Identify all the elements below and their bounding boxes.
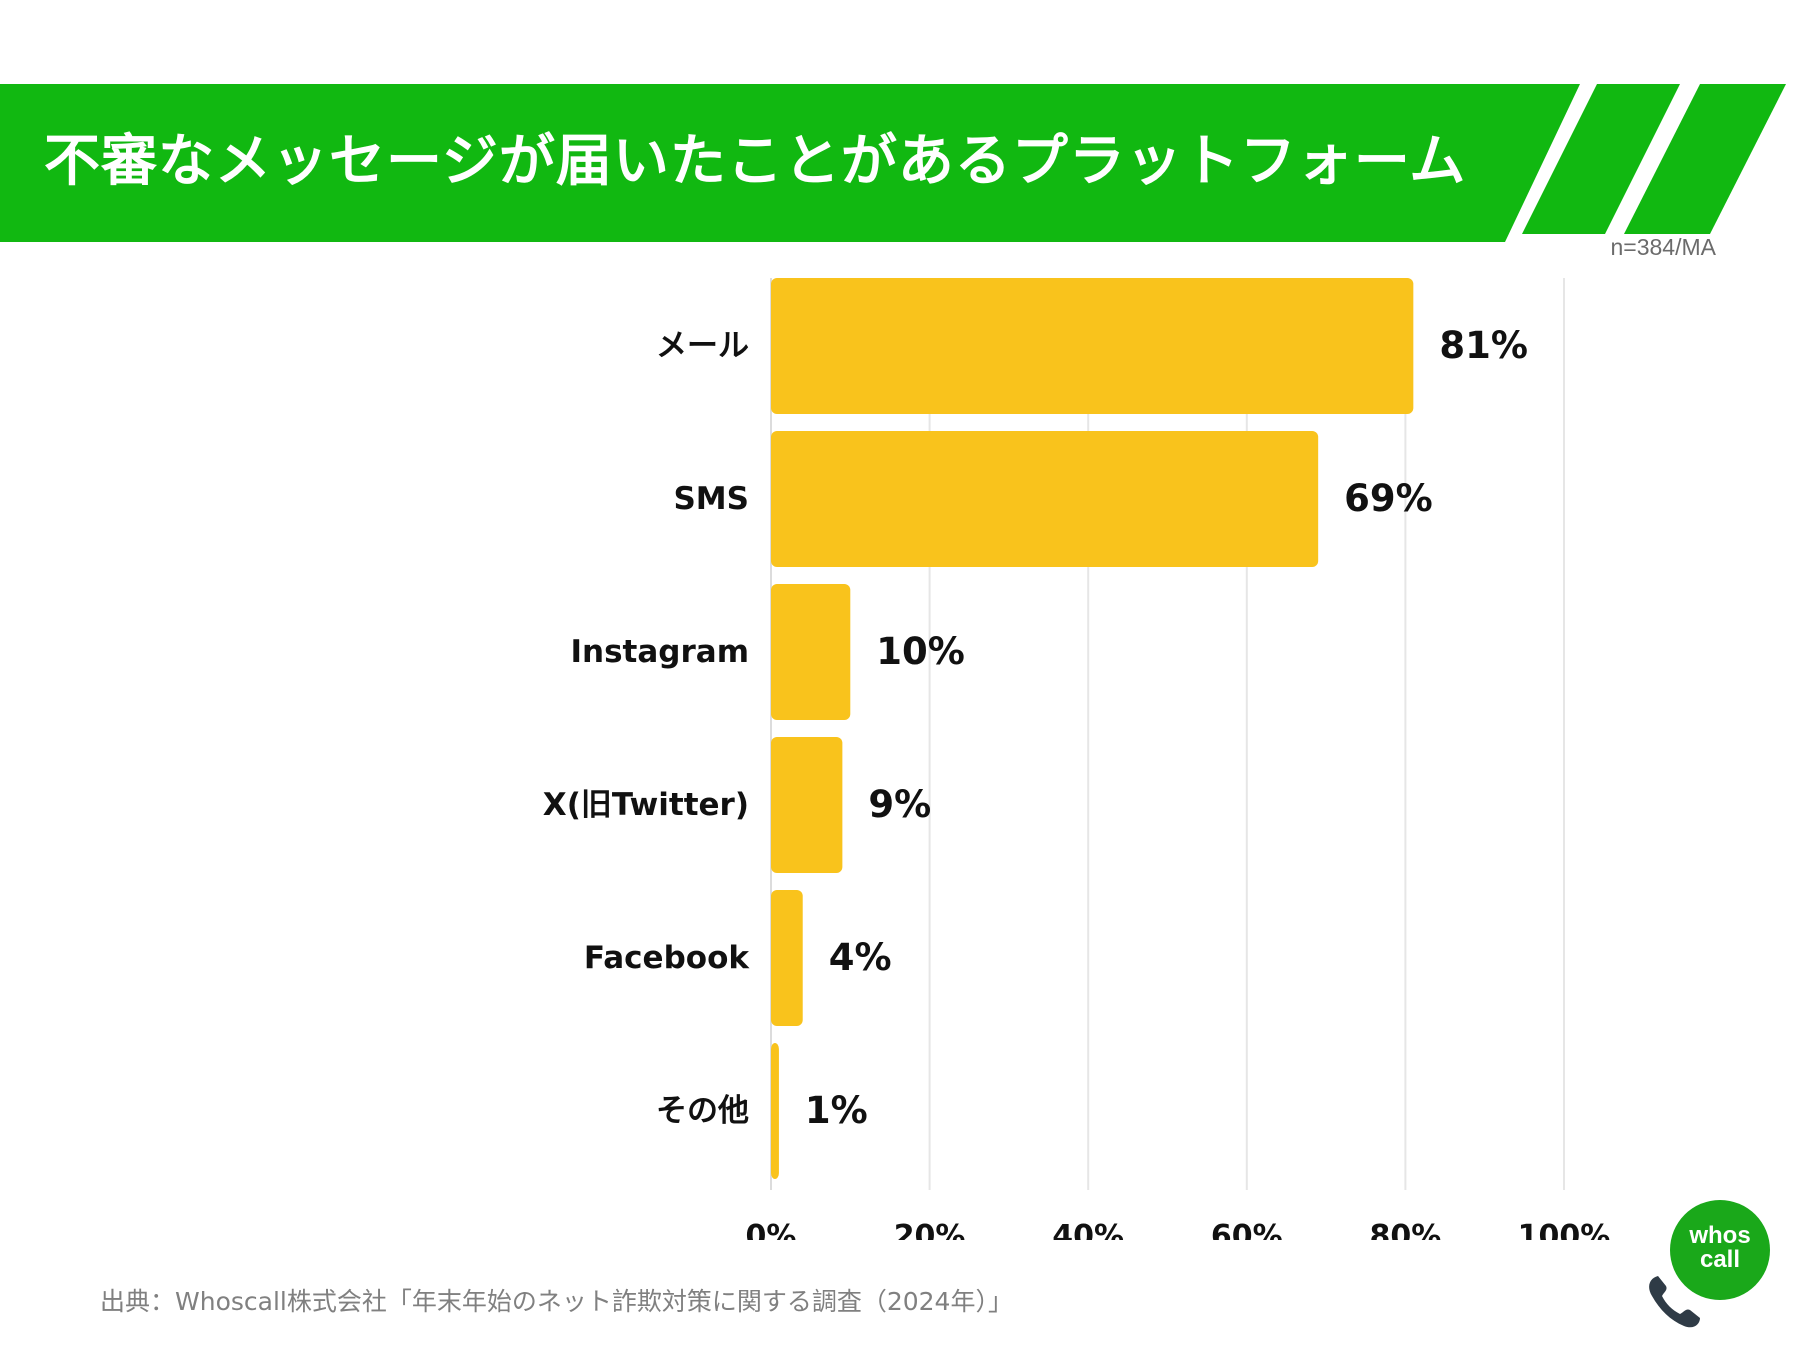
- x-tick-label: 80%: [1369, 1219, 1441, 1240]
- logo-text-whos: whos: [1689, 1222, 1751, 1249]
- category-label: Facebook: [584, 940, 750, 976]
- banner-stripe: [1522, 84, 1680, 234]
- banner-stripe: [1624, 84, 1786, 234]
- category-label: SMS: [673, 481, 749, 517]
- x-tick-label: 60%: [1211, 1219, 1283, 1240]
- category-label: メール: [656, 328, 749, 364]
- bar: [771, 278, 1414, 414]
- whoscall-logo: whos call: [1640, 1196, 1780, 1336]
- data-label: 69%: [1344, 477, 1433, 520]
- bar: [771, 431, 1319, 567]
- category-label: Instagram: [571, 634, 750, 670]
- x-tick-label: 0%: [746, 1219, 797, 1240]
- bar: [771, 1043, 779, 1179]
- chart-title: 不審なメッセージが届いたことがあるプラットフォーム: [44, 129, 1467, 194]
- x-tick-label: 20%: [894, 1219, 966, 1240]
- data-label: 4%: [829, 936, 892, 979]
- source-citation: 出典：Whoscall株式会社「年末年始のネット詐欺対策に関する調査（2024年…: [100, 1287, 1013, 1316]
- data-label: 9%: [868, 783, 931, 826]
- category-label: X(旧Twitter): [543, 787, 749, 823]
- logo-badge: whos call: [1670, 1200, 1770, 1300]
- phone-icon: [1649, 1276, 1700, 1328]
- bar: [771, 890, 803, 1026]
- logo-text-call: call: [1699, 1246, 1741, 1273]
- sample-size-note: n=384/MA: [1610, 234, 1717, 260]
- bar: [771, 737, 843, 873]
- x-tick-label: 40%: [1052, 1219, 1124, 1240]
- bar: [771, 584, 851, 720]
- title-banner: [0, 84, 1786, 242]
- banner-main-shape: [0, 84, 1580, 242]
- data-label: 81%: [1439, 324, 1528, 367]
- bar-chart: メール 81% SMS 69% Instagram 10% X(旧Twitter) 9% Fac…: [543, 278, 1611, 1240]
- category-label: その他: [656, 1093, 749, 1129]
- data-label: 1%: [805, 1089, 868, 1132]
- data-label: 10%: [876, 630, 965, 673]
- x-tick-label: 100%: [1518, 1219, 1611, 1240]
